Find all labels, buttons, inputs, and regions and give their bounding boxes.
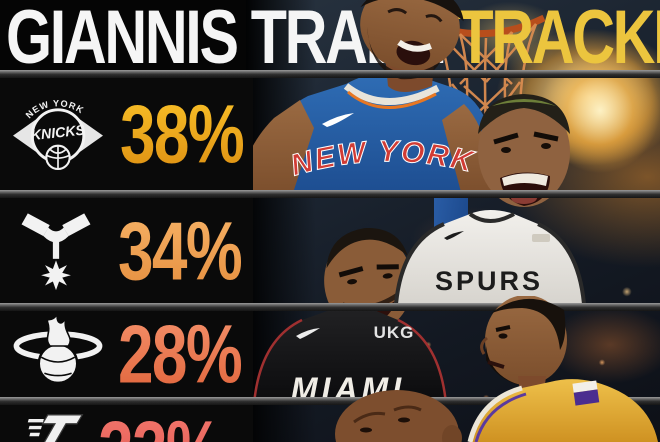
giannis-gold-jersey-photo	[467, 296, 658, 442]
heat-sponsor-text: UKG	[374, 323, 415, 342]
san-antonio-spurs-logo	[21, 212, 91, 290]
percentage-knicks: 38%	[120, 87, 245, 181]
new-york-knicks-logo: NEW YORK KNICKS	[13, 98, 103, 171]
percentage-fourth: 22%	[98, 409, 223, 442]
tracker-row-fourth: 22%	[0, 405, 253, 442]
spurs-jersey-text: SPURS	[435, 266, 543, 296]
tracker-row-knicks: NEW YORK KNICKS 38%	[0, 78, 253, 190]
row-divider	[0, 70, 660, 78]
row-divider	[0, 190, 660, 198]
row-divider	[0, 303, 660, 311]
opponent-head-photo	[335, 390, 462, 442]
tracker-row-spurs: 34%	[0, 198, 253, 303]
knicks-logo-text: KNICKS	[30, 122, 86, 144]
swoosh-icon	[296, 328, 320, 339]
giannis-knicks-photo: NEW YORK	[238, 0, 494, 196]
percentage-heat: 28%	[118, 307, 243, 401]
swoosh-icon	[444, 231, 464, 240]
giannis-spurs-jersey-photo: SPURS	[394, 210, 586, 304]
title-accent: TRACKER	[457, 0, 660, 80]
miami-heat-logo	[13, 314, 103, 384]
swoosh-icon	[322, 113, 354, 127]
percentage-spurs: 34%	[118, 203, 243, 298]
tracker-row-heat: 28%	[0, 311, 253, 397]
row-divider	[0, 397, 660, 405]
stylized-t-logo	[27, 414, 84, 442]
page-title: GIANNIS TRADE TRACKER	[6, 0, 660, 81]
